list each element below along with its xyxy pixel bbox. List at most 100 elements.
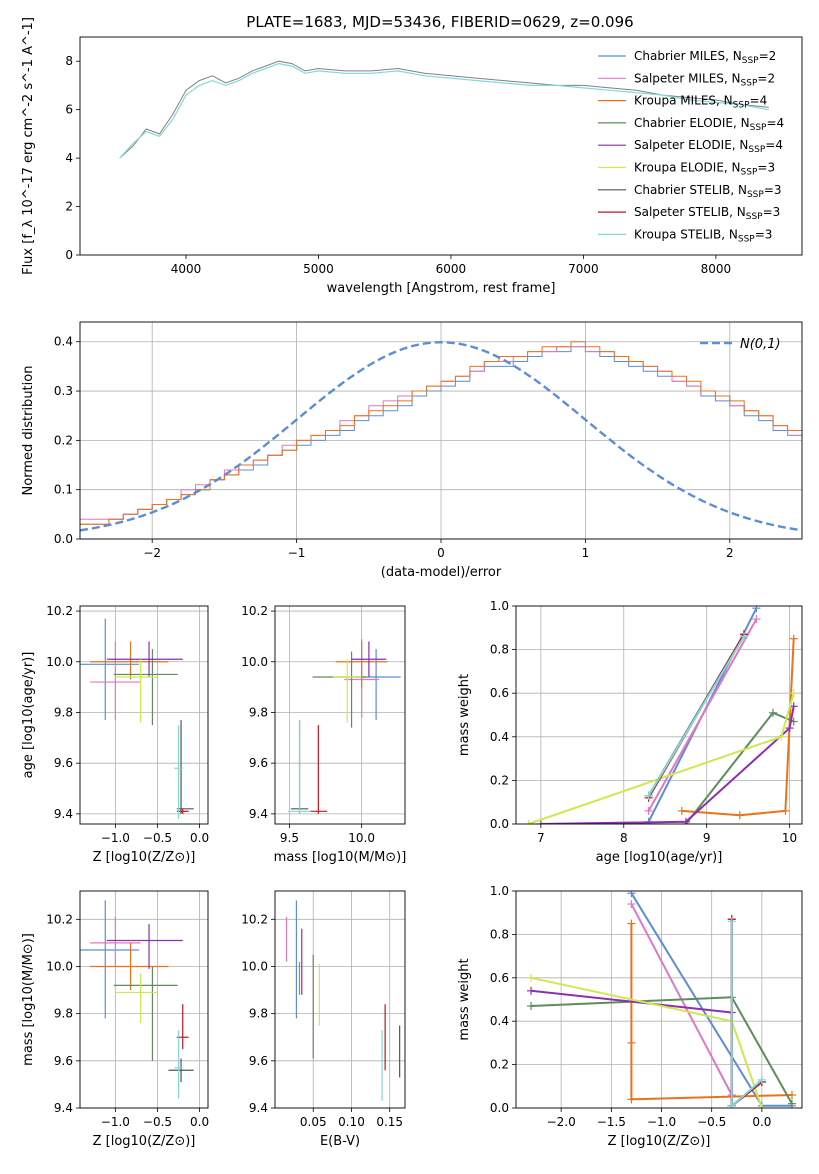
axes-frame (274, 890, 406, 1109)
y-axis-label: mass [log10(M/M⊙)] (21, 933, 36, 1066)
plus-marker (757, 1075, 766, 1084)
plus-marker (627, 900, 636, 909)
x-axis-label: (data-model)/error (381, 565, 502, 580)
x-tick-label: 0 (437, 546, 445, 560)
errorbar-point (351, 641, 387, 677)
plot-area-mass_vs_ebv (285, 900, 401, 1101)
legend-entry: N(0,1) (740, 337, 781, 352)
legend-entry: Chabrier STELIB, NSSP=3 (634, 183, 782, 200)
x-tick-label: 0.10 (338, 1115, 365, 1129)
plot-area-age_vs_mass (288, 638, 401, 814)
weight-series-line (681, 638, 795, 817)
y-tick-label: 0.2 (490, 1058, 509, 1072)
plus-marker (644, 791, 653, 800)
y-tick-label: 9.8 (249, 705, 268, 719)
errorbar-point (115, 973, 158, 1024)
x-tick-label: 9 (703, 831, 711, 845)
x-axis-label: age [log10(age/yr)] (596, 850, 723, 865)
x-tick-label: −1.5 (597, 1115, 626, 1129)
axes-frame (79, 36, 803, 256)
plus-marker (627, 1095, 636, 1104)
legend-entry: Salpeter MILES, NSSP=2 (634, 71, 775, 88)
errorbar-point (80, 618, 139, 721)
plot-area-residuals (80, 340, 802, 532)
legend-entry: Kroupa STELIB, NSSP=3 (634, 227, 772, 244)
axes-frame (79, 890, 209, 1109)
legend-entry: Salpeter STELIB, NSSP=3 (634, 205, 780, 222)
panel-age_vs_mass: 9.5 10.0 9.4 9.6 9.8 10.0 10.2 mass [log10(M/M⊙… (241, 604, 406, 865)
y-tick-label: 10.0 (46, 959, 73, 973)
y-tick-label: 0.6 (490, 686, 509, 700)
weight-series-line (528, 692, 795, 824)
axes-frame (79, 605, 209, 825)
x-axis-label: Z [log10(Z/Z⊙)] (93, 1134, 196, 1149)
legend-entry: Salpeter ELODIE, NSSP=4 (634, 138, 783, 155)
weight-series-line (647, 618, 758, 812)
y-tick-label: 9.4 (54, 807, 73, 821)
x-axis-label: Z [log10(Z/Z⊙)] (93, 850, 196, 865)
errorbar-point (174, 1030, 183, 1099)
x-tick-label: 5000 (303, 262, 334, 276)
y-tick-label: 10.2 (46, 604, 73, 618)
x-tick-label: 7 (537, 831, 545, 845)
axes-frame (274, 605, 406, 825)
model-spectrum-line (119, 62, 770, 159)
plot-area-weight_vs_age (524, 606, 798, 824)
plus-marker (785, 724, 794, 733)
weight-series-line (630, 923, 793, 1101)
panel-mass_vs_Z: −1.0 −0.5 0.0 9.4 9.6 9.8 10.0 10.2 Z [log10(Z/Z… (21, 890, 209, 1149)
y-tick-label: 0.0 (490, 817, 509, 831)
weight-series-line (540, 706, 795, 824)
y-tick-label: 9.6 (54, 1054, 73, 1068)
y-tick-label: 0.2 (490, 773, 509, 787)
y-tick-label: 10.0 (46, 655, 73, 669)
errorbar-point (90, 641, 169, 680)
errorbar-point (90, 916, 141, 967)
x-tick-label: 10 (782, 831, 797, 845)
x-tick-label: 0.0 (190, 1115, 209, 1129)
plus-marker (757, 1104, 766, 1108)
y-tick-label: 10.2 (46, 912, 73, 926)
x-axis-label: mass [log10(M/M⊙)] (274, 850, 407, 865)
y-tick-label: 6 (65, 103, 73, 117)
errorbar-point (312, 651, 366, 728)
plus-marker (527, 986, 536, 995)
errorbar-point (115, 659, 158, 723)
plus-marker (644, 806, 653, 815)
plot-area-spectrum (119, 60, 770, 159)
y-tick-label: 0.3 (54, 384, 73, 398)
plus-marker (524, 820, 533, 824)
x-tick-label: 0.15 (376, 1115, 403, 1129)
y-tick-label: 0.8 (490, 927, 509, 941)
x-tick-label: −1.0 (101, 831, 130, 845)
weight-series-line (730, 919, 763, 1108)
x-tick-label: 4000 (171, 262, 202, 276)
x-tick-label: −2 (143, 546, 161, 560)
plus-marker (739, 632, 748, 641)
plus-marker (527, 1002, 536, 1011)
legend-entry: Kroupa MILES, NSSP=4 (634, 94, 767, 111)
x-tick-label: 0.0 (190, 831, 209, 845)
axes-frame (515, 605, 803, 825)
errorbar-point (176, 720, 194, 814)
x-tick-label: 2 (726, 546, 734, 560)
axes-frame (515, 890, 803, 1109)
x-tick-label: −1 (288, 546, 306, 560)
panel-residuals: −2 −1 0 1 2 0.0 0.1 0.2 0.3 0.4 (data-model)/error… (21, 321, 803, 580)
y-axis-label: mass weight (457, 674, 472, 756)
y-tick-label: 1.0 (490, 884, 509, 898)
plus-marker (768, 708, 777, 717)
errorbar-point (113, 966, 178, 1061)
x-axis-label: wavelength [Angstrom, rest frame] (327, 281, 556, 296)
errorbar-point (174, 725, 183, 819)
x-tick-label: 8 (620, 831, 628, 845)
x-tick-label: 0.05 (300, 1115, 327, 1129)
errorbar-point (106, 924, 183, 969)
panel-spectrum: 4000 5000 6000 7000 8000 0 2 4 6 8 wavelength [Ang… (21, 17, 803, 296)
plus-marker (789, 702, 798, 711)
x-tick-label: −1.0 (647, 1115, 676, 1129)
plus-marker (627, 1038, 636, 1047)
y-tick-label: 0.4 (54, 335, 73, 349)
